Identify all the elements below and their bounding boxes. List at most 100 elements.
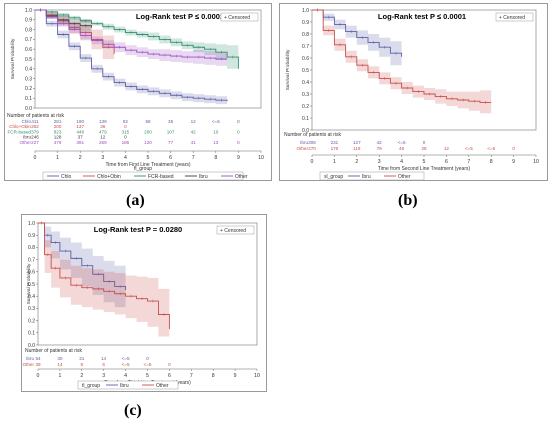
risk-row-label: Chlo xyxy=(22,119,32,124)
risk-count: 58 xyxy=(145,119,151,124)
y-tick-label: 0.4 xyxy=(302,80,309,86)
risk-count: 227 xyxy=(31,140,39,145)
censored-legend-box xyxy=(216,225,255,235)
risk-table-header: Number of patients at risk xyxy=(284,132,341,138)
legend-box xyxy=(319,171,425,181)
risk-count: 0 xyxy=(512,146,515,151)
risk-count: 30 xyxy=(57,356,63,361)
legend-title: tl_group xyxy=(82,383,100,389)
risk-row-label: Ibru xyxy=(23,135,31,140)
risk-count: 0 xyxy=(124,124,127,129)
x-tick-label: 1 xyxy=(56,155,59,161)
risk-table-header: Number of patients at risk xyxy=(7,113,64,119)
x-tick-label: 5 xyxy=(147,155,150,161)
x-tick-label: 10 xyxy=(254,373,260,379)
y-tick-label: 0.2 xyxy=(302,104,309,110)
x-tick-label: 8 xyxy=(214,155,217,161)
censored-legend-box xyxy=(220,12,259,22)
risk-table-header: Number of patients at risk xyxy=(25,348,82,354)
x-tick-label: 6 xyxy=(168,373,171,379)
y-tick-label: 0.6 xyxy=(28,270,35,276)
risk-count: 13 xyxy=(213,140,219,145)
risk-count: 176 xyxy=(331,146,339,151)
ci-band-chlo-obin xyxy=(35,10,115,67)
risk-count: 77 xyxy=(168,140,174,145)
risk-count: <=5 xyxy=(144,362,152,367)
survival-line-other xyxy=(35,9,228,60)
risk-count: 269 xyxy=(99,140,107,145)
risk-count: 479 xyxy=(54,140,62,145)
x-tick-label: 0 xyxy=(311,159,314,165)
risk-count: 6 xyxy=(102,362,105,367)
y-tick-label: 0.3 xyxy=(302,92,309,98)
x-axis-label: Time from First Line Treatment (years) xyxy=(105,162,190,168)
risk-count: 137 xyxy=(76,124,84,129)
risk-count: 46 xyxy=(399,146,405,151)
panel-label-b: (b) xyxy=(398,192,418,209)
risk-count: 0 xyxy=(168,362,171,367)
x-tick-label: 6 xyxy=(445,159,448,165)
legend-label-other: Other xyxy=(235,174,248,180)
y-tick-label: 0.6 xyxy=(25,47,32,53)
risk-count: <=5 xyxy=(122,356,130,361)
y-tick-label: 0.1 xyxy=(302,116,309,122)
risk-count: 35 xyxy=(168,119,174,124)
y-tick-label: 0.5 xyxy=(28,282,35,288)
risk-count: 41 xyxy=(191,140,197,145)
x-tick-label: 9 xyxy=(512,159,515,165)
legend-label-ibru: Ibru xyxy=(120,383,129,389)
y-tick-label: 0.7 xyxy=(302,44,309,50)
risk-count: 200 xyxy=(54,124,62,129)
risk-count: 120 xyxy=(144,140,152,145)
y-tick-label: 0.7 xyxy=(25,37,32,43)
survival-line-ibru xyxy=(312,9,403,57)
survival-line-chlo xyxy=(35,9,228,102)
legend-label-ibru: Ibru xyxy=(362,174,371,180)
km-panel-a: Log-Rank test P ≤ 0.0001 + Censored 0.0 0.1… xyxy=(4,3,272,181)
risk-count: 315 xyxy=(122,129,130,134)
y-tick-label: 0.9 xyxy=(28,233,35,239)
km-panel-c: Log-Rank test P = 0.0280 + Censored 0.0 0.1… xyxy=(21,214,267,392)
ci-band-fcr-based xyxy=(35,10,239,91)
legend-label-ibru: Ibru xyxy=(199,174,208,180)
risk-count: 391 xyxy=(76,140,84,145)
y-tick-label: 0.1 xyxy=(28,331,35,337)
x-tick-label: 1 xyxy=(333,159,336,165)
y-axis-label: Survival Probability xyxy=(285,49,291,90)
risk-row-label: Other xyxy=(297,146,309,151)
y-tick-label: 0.0 xyxy=(302,128,309,134)
x-tick-label: 3 xyxy=(378,159,381,165)
risk-count: 0 xyxy=(146,356,149,361)
risk-count: 21 xyxy=(79,356,85,361)
risk-count: 37 xyxy=(78,135,84,140)
risk-count: 479 xyxy=(99,129,107,134)
panel-label-c: (c) xyxy=(124,402,142,419)
risk-count: 190 xyxy=(76,119,84,124)
x-tick-label: 9 xyxy=(237,155,240,161)
risk-count: 12 xyxy=(444,146,450,151)
x-tick-label: 5 xyxy=(423,159,426,165)
risk-count: 448 xyxy=(76,129,84,134)
x-tick-label: 7 xyxy=(192,155,195,161)
risk-count: 0 xyxy=(237,129,240,134)
y-tick-label: 0.5 xyxy=(302,68,309,74)
risk-count: 12 xyxy=(100,135,106,140)
risk-count: 128 xyxy=(54,135,62,140)
survival-line-other xyxy=(38,222,170,330)
x-tick-label: 0 xyxy=(37,373,40,379)
censored-legend-label: + Censored xyxy=(224,15,250,21)
risk-count: 0 xyxy=(237,119,240,124)
risk-count: 823 xyxy=(54,129,62,134)
y-tick-label: 0.8 xyxy=(302,32,309,38)
survival-line-fcr-based xyxy=(35,9,239,69)
risk-row-label: FCR-based xyxy=(8,129,32,134)
risk-count: 119 xyxy=(353,146,361,151)
risk-count: <=5 xyxy=(487,146,495,151)
km-panel-b: Log-Rank test P ≤ 0.0001 + Censored 0.0 0.1… xyxy=(279,3,548,181)
y-tick-label: 0.5 xyxy=(25,57,32,63)
legend-label-chlo-obin: Chlo+Obin xyxy=(97,174,121,180)
risk-row-label: Ibru xyxy=(300,140,308,145)
risk-count: <=5 xyxy=(122,362,130,367)
risk-count: 14 xyxy=(101,356,107,361)
risk-count: 270 xyxy=(308,146,316,151)
